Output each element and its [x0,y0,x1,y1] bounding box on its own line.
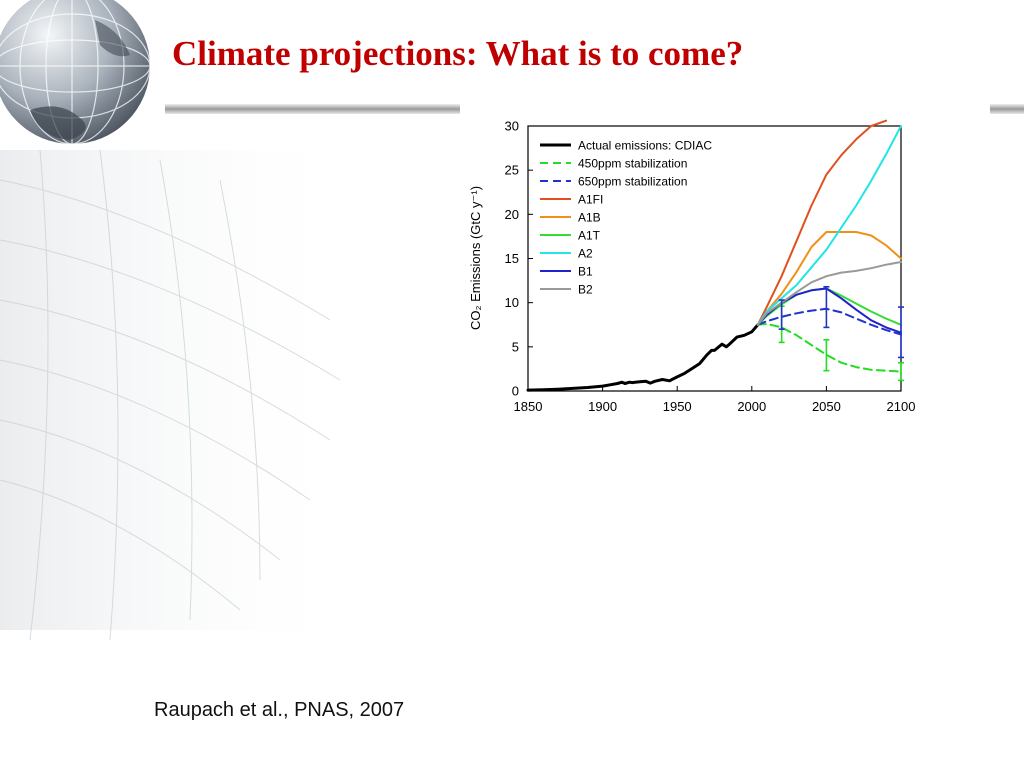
error-bar [898,306,904,359]
header-rule-left [165,104,460,114]
legend-item: A1B [540,211,601,225]
series-line-a2 [756,125,902,326]
globe-icon [0,0,151,145]
error-bars [778,285,904,382]
y-axis-label: CO₂ Emissions (GtC y⁻¹) [468,186,483,330]
y-tick-label: 10 [505,295,519,310]
y-tick-label: 25 [505,163,519,178]
error-bar [898,361,904,382]
series-line-450ppm-stabilization [756,322,902,373]
legend-label: B2 [578,283,593,297]
x-tick-label: 1900 [588,399,617,414]
x-tick-label: 2000 [737,399,766,414]
legend-label: A1T [578,229,601,243]
header-rule-right [990,104,1024,114]
y-tick-label: 15 [505,251,519,266]
error-bar [823,338,830,372]
y-tick-label: 30 [505,119,519,134]
legend-item: 450ppm stabilization [540,157,687,171]
legend-item: A1T [540,229,601,243]
legend-label: A2 [578,247,593,261]
legend-item: B1 [540,265,593,279]
legend-item: Actual emissions: CDIAC [540,139,712,153]
slide-title: Climate projections: What is to come? [172,34,744,73]
chart-legend: Actual emissions: CDIAC 450ppm stabilizat… [540,139,712,297]
legend-label: A1FI [578,193,603,207]
series-line-b2 [756,261,902,326]
series-lines [526,119,902,392]
series-line-a1b [756,231,902,326]
emissions-chart: 0 5 10 15 20 25 30 1850 1900 1950 2000 2050 2100 Ac… [460,105,990,425]
citation-text: Raupach et al., PNAS, 2007 [154,699,405,721]
x-tick-label: 2050 [812,399,841,414]
x-tick-label: 1950 [663,399,692,414]
y-tick-label: 5 [512,339,519,354]
legend-label: B1 [578,265,593,279]
legend-item: 650ppm stabilization [540,175,687,189]
legend-item: A1FI [540,193,603,207]
series-line-actual-emissions-cdiac [526,323,760,392]
legend-item: A2 [540,247,593,261]
legend-label: Actual emissions: CDIAC [578,139,712,153]
grid-sphere-background [0,149,360,641]
x-tick-label: 1850 [514,399,543,414]
error-bar [778,299,785,330]
x-tick-label: 2100 [887,399,916,414]
y-axis: 0 5 10 15 20 25 30 [505,119,533,399]
y-tick-label: 0 [512,384,519,399]
x-axis: 1850 1900 1950 2000 2050 2100 [514,386,916,414]
legend-item: B2 [540,283,593,297]
series-line-650ppm-stabilization [756,307,902,336]
legend-label: 650ppm stabilization [578,175,687,189]
legend-label: 450ppm stabilization [578,157,687,171]
legend-label: A1B [578,211,601,225]
series-line-a1fi [756,119,888,326]
y-tick-label: 20 [505,207,519,222]
chart-svg: 0 5 10 15 20 25 30 1850 1900 1950 2000 2050 2100 Ac… [468,119,916,415]
error-bar [823,285,830,329]
